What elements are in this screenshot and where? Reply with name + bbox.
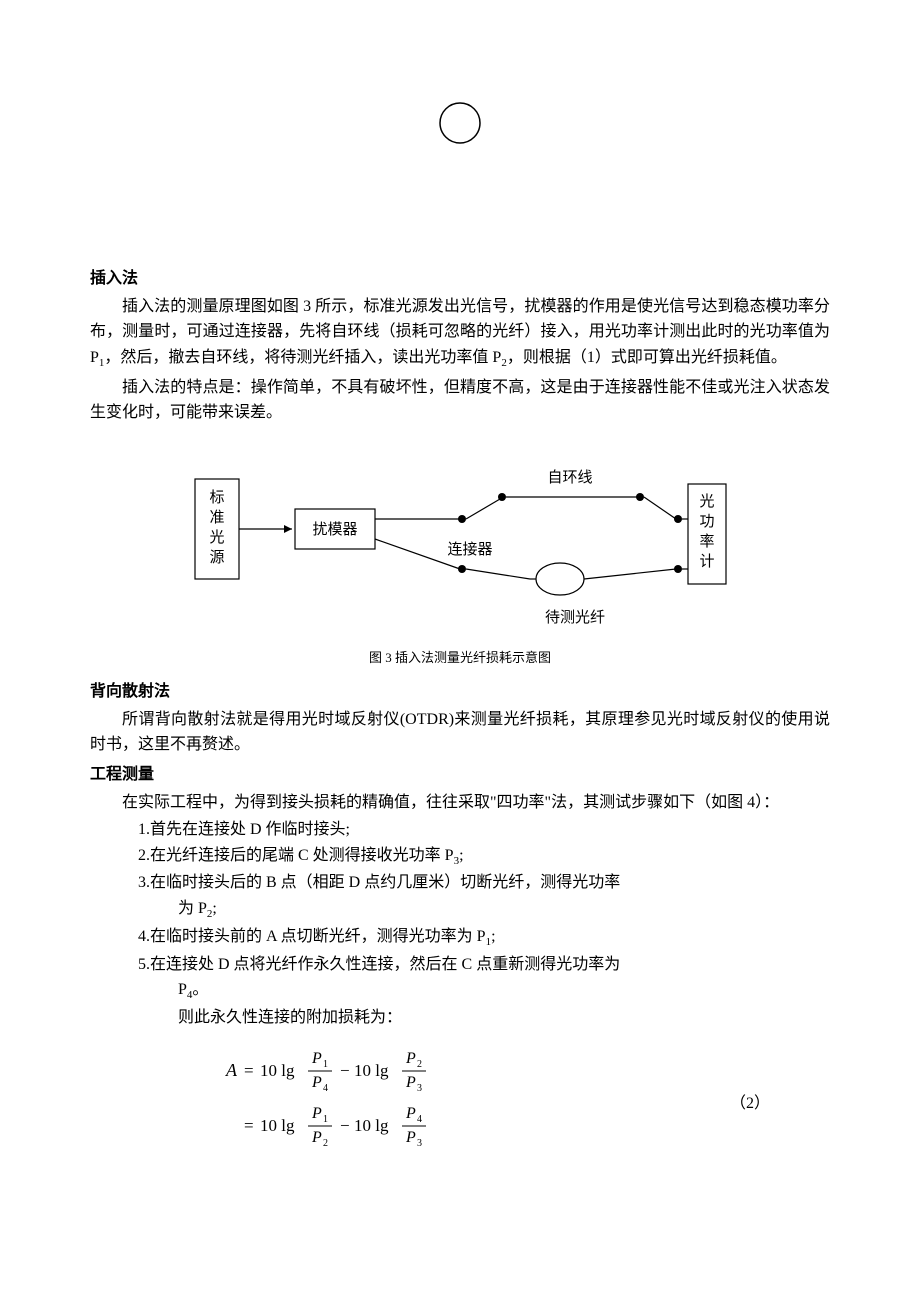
svg-text:=: = [244,1061,254,1080]
svg-text:源: 源 [209,549,224,566]
step-4: 4.在临时接头前的 A 点切断光纤，测得光功率为 P1; [138,924,830,952]
figure-3-diagram: 标 准 光 源 扰模器 连接器 自环线 [190,444,730,643]
svg-text:10 lg: 10 lg [260,1116,295,1135]
step-2: 2.在光纤连接后的尾端 C 处测得接收光功率 P3; [138,843,830,871]
step-4b: ; [491,928,495,945]
svg-text:−: − [340,1061,350,1080]
svg-text:3: 3 [417,1083,422,1094]
svg-text:P: P [311,1050,322,1067]
step-5c: 。 [192,981,208,998]
svg-text:P: P [311,1105,322,1122]
engineering-intro: 在实际工程中，为得到接头损耗的精确值，往往采取"四功率"法，其测试步骤如下（如图… [90,790,830,816]
formula-A: A [225,1060,238,1080]
step-list: 1.首先在连接处 D 作临时接头; 2.在光纤连接后的尾端 C 处测得接收光功率… [90,817,830,1031]
svg-text:P: P [405,1129,416,1146]
insert-p1-c: ，则根据（1）式即可算出光纤损耗值。 [507,349,787,366]
svg-text:10 lg: 10 lg [260,1061,295,1080]
label-scrambler: 扰模器 [312,521,357,538]
svg-text:1: 1 [323,1114,328,1125]
formula-number: （2） [730,1091,770,1117]
step-3c: ; [212,900,216,917]
svg-text:=: = [244,1116,254,1135]
heading-engineering: 工程测量 [90,762,830,788]
svg-text:功: 功 [699,513,714,530]
svg-text:10 lg: 10 lg [354,1061,389,1080]
step-3b: 为 P2; [138,896,830,924]
svg-text:10 lg: 10 lg [354,1116,389,1135]
heading-insert: 插入法 [90,266,830,292]
conclusion: 则此永久性连接的附加损耗为： [138,1005,830,1031]
svg-text:3: 3 [417,1138,422,1149]
figure-3-caption: 图 3 插入法测量光纤损耗示意图 [90,648,830,669]
step-3b-txt: 为 P [178,900,207,917]
label-source-1: 标 [209,489,224,506]
step-1: 1.首先在连接处 D 作临时接头; [138,817,830,843]
svg-text:准: 准 [209,509,224,526]
backscatter-para-1: 所谓背向散射法就是得用光时域反射仪(OTDR)来测量光纤损耗，其原理参见光时域反… [90,707,830,758]
page: 插入法 插入法的测量原理图如图 3 所示，标准光源发出光信号，扰模器的作用是使光… [0,0,920,1221]
insert-para-2: 插入法的特点是：操作简单，不具有破坏性，但精度不高，这是由于连接器性能不佳或光注… [90,375,830,426]
step-2b: ; [459,847,463,864]
label-dut: 待测光纤 [545,609,605,626]
svg-text:4: 4 [323,1083,328,1094]
svg-text:4: 4 [417,1114,422,1125]
heading-backscatter: 背向散射法 [90,679,830,705]
svg-text:P: P [311,1129,322,1146]
svg-text:P: P [405,1074,416,1091]
step-2a: 2.在光纤连接后的尾端 C 处测得接收光功率 P [138,847,454,864]
insert-p1-b: ，然后，撤去自环线，将待测光纤插入，读出光功率值 P [104,349,501,366]
svg-text:−: − [340,1116,350,1135]
step-5b-txt: P [178,981,187,998]
svg-text:P: P [311,1074,322,1091]
step-5b: P4。 [138,977,830,1005]
svg-text:1: 1 [323,1059,328,1070]
svg-text:光: 光 [699,493,714,510]
label-loop-line: 自环线 [547,469,592,486]
svg-text:P: P [405,1050,416,1067]
svg-text:计: 计 [699,553,714,570]
svg-text:P: P [405,1105,416,1122]
insert-para-1: 插入法的测量原理图如图 3 所示，标准光源发出光信号，扰模器的作用是使光信号达到… [90,294,830,373]
step-3a: 3.在临时接头后的 B 点（相距 D 点约几厘米）切断光纤，测得光功率 [138,870,830,896]
svg-text:光: 光 [209,529,224,546]
step-5a: 5.在连接处 D 点将光纤作永久性连接，然后在 C 点重新测得光功率为 [138,952,830,978]
decorative-circle [437,100,483,146]
svg-text:2: 2 [323,1138,328,1149]
step-4a: 4.在临时接头前的 A 点切断光纤，测得光功率为 P [138,928,486,945]
formula-2: A = 10 lg P 1 P 4 − 10 lg P 2 P 3 = 10 l… [90,1041,830,1161]
svg-text:率: 率 [699,533,714,550]
svg-text:2: 2 [417,1059,422,1070]
label-connector: 连接器 [447,541,492,558]
